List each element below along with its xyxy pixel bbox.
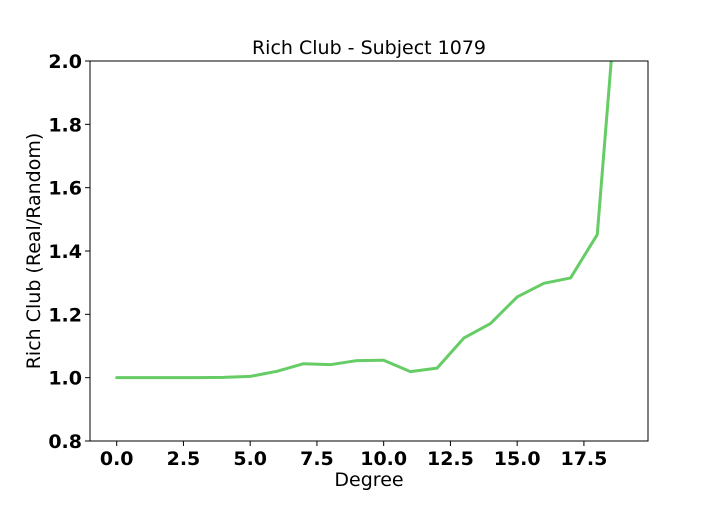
y-tick-label: 1.6 bbox=[48, 178, 82, 200]
y-tick-label: 1.2 bbox=[48, 304, 82, 326]
x-tick-label: 2.5 bbox=[167, 448, 201, 470]
plot-background bbox=[90, 61, 648, 441]
x-tick-label: 10.0 bbox=[360, 448, 407, 470]
x-tick-label: 5.0 bbox=[233, 448, 267, 470]
x-tick-label: 7.5 bbox=[300, 448, 334, 470]
y-tick-label: 2.0 bbox=[48, 51, 82, 73]
y-axis-ticks: 0.8 1.0 1.2 1.4 1.6 1.8 2.0 bbox=[48, 51, 90, 453]
x-tick-label: 0.0 bbox=[100, 448, 134, 470]
y-tick-label: 1.8 bbox=[48, 114, 82, 136]
y-tick-label: 0.8 bbox=[48, 431, 82, 453]
y-tick-label: 1.0 bbox=[48, 368, 82, 390]
y-axis-label: Rich Club (Real/Random) bbox=[23, 133, 45, 370]
x-axis-label: Degree bbox=[334, 469, 403, 491]
x-tick-label: 15.0 bbox=[494, 448, 541, 470]
x-axis-ticks: 0.0 2.5 5.0 7.5 10.0 12.5 15.0 17.5 bbox=[100, 441, 607, 470]
chart-title: Rich Club - Subject 1079 bbox=[252, 37, 486, 59]
series-line bbox=[115, 61, 613, 380]
series-layer bbox=[115, 61, 613, 380]
y-tick-label: 1.4 bbox=[48, 241, 82, 263]
x-tick-label: 17.5 bbox=[560, 448, 607, 470]
plot-frame bbox=[89, 60, 649, 442]
x-tick-label: 12.5 bbox=[427, 448, 474, 470]
